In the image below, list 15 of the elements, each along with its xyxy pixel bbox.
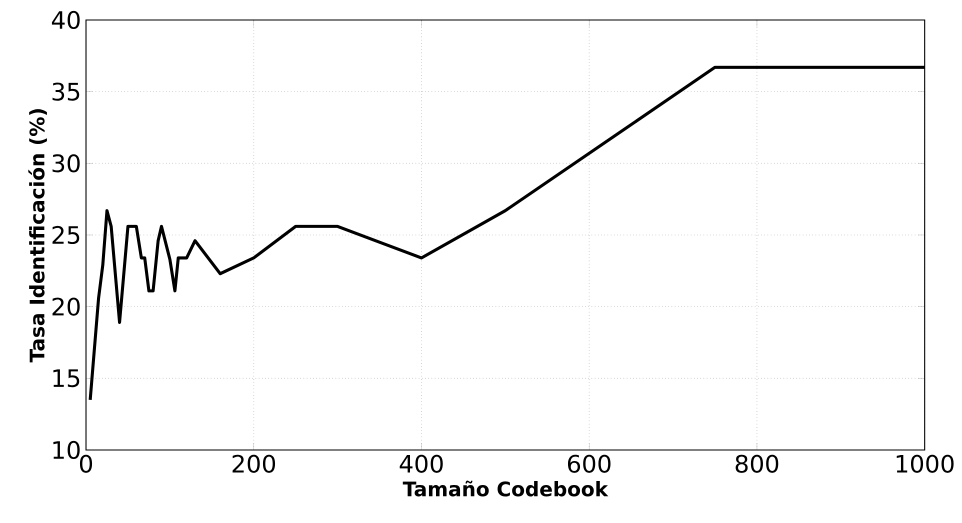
x-tick-label: 1000 bbox=[896, 454, 954, 473]
y-tick-label: 35 bbox=[52, 82, 80, 101]
y-tick-label: 20 bbox=[52, 298, 80, 316]
y-tick-label: 10 bbox=[53, 440, 80, 460]
x-tick-label: 0 bbox=[80, 454, 92, 473]
y-tick-label: 40 bbox=[52, 10, 80, 30]
x-tick-label: 800 bbox=[736, 454, 778, 473]
x-tick-label: 200 bbox=[232, 454, 276, 473]
y-tick-label: 30 bbox=[52, 154, 80, 172]
x-tick-label: 600 bbox=[568, 454, 611, 473]
x-tick-label: 400 bbox=[400, 454, 443, 473]
y-tick-label: 15 bbox=[53, 369, 80, 388]
y-tick-label: 25 bbox=[52, 226, 80, 244]
y-axis-title: Tasa Identificación (%) bbox=[28, 109, 47, 362]
x-axis-title: Tamaño Codebook bbox=[402, 480, 608, 497]
